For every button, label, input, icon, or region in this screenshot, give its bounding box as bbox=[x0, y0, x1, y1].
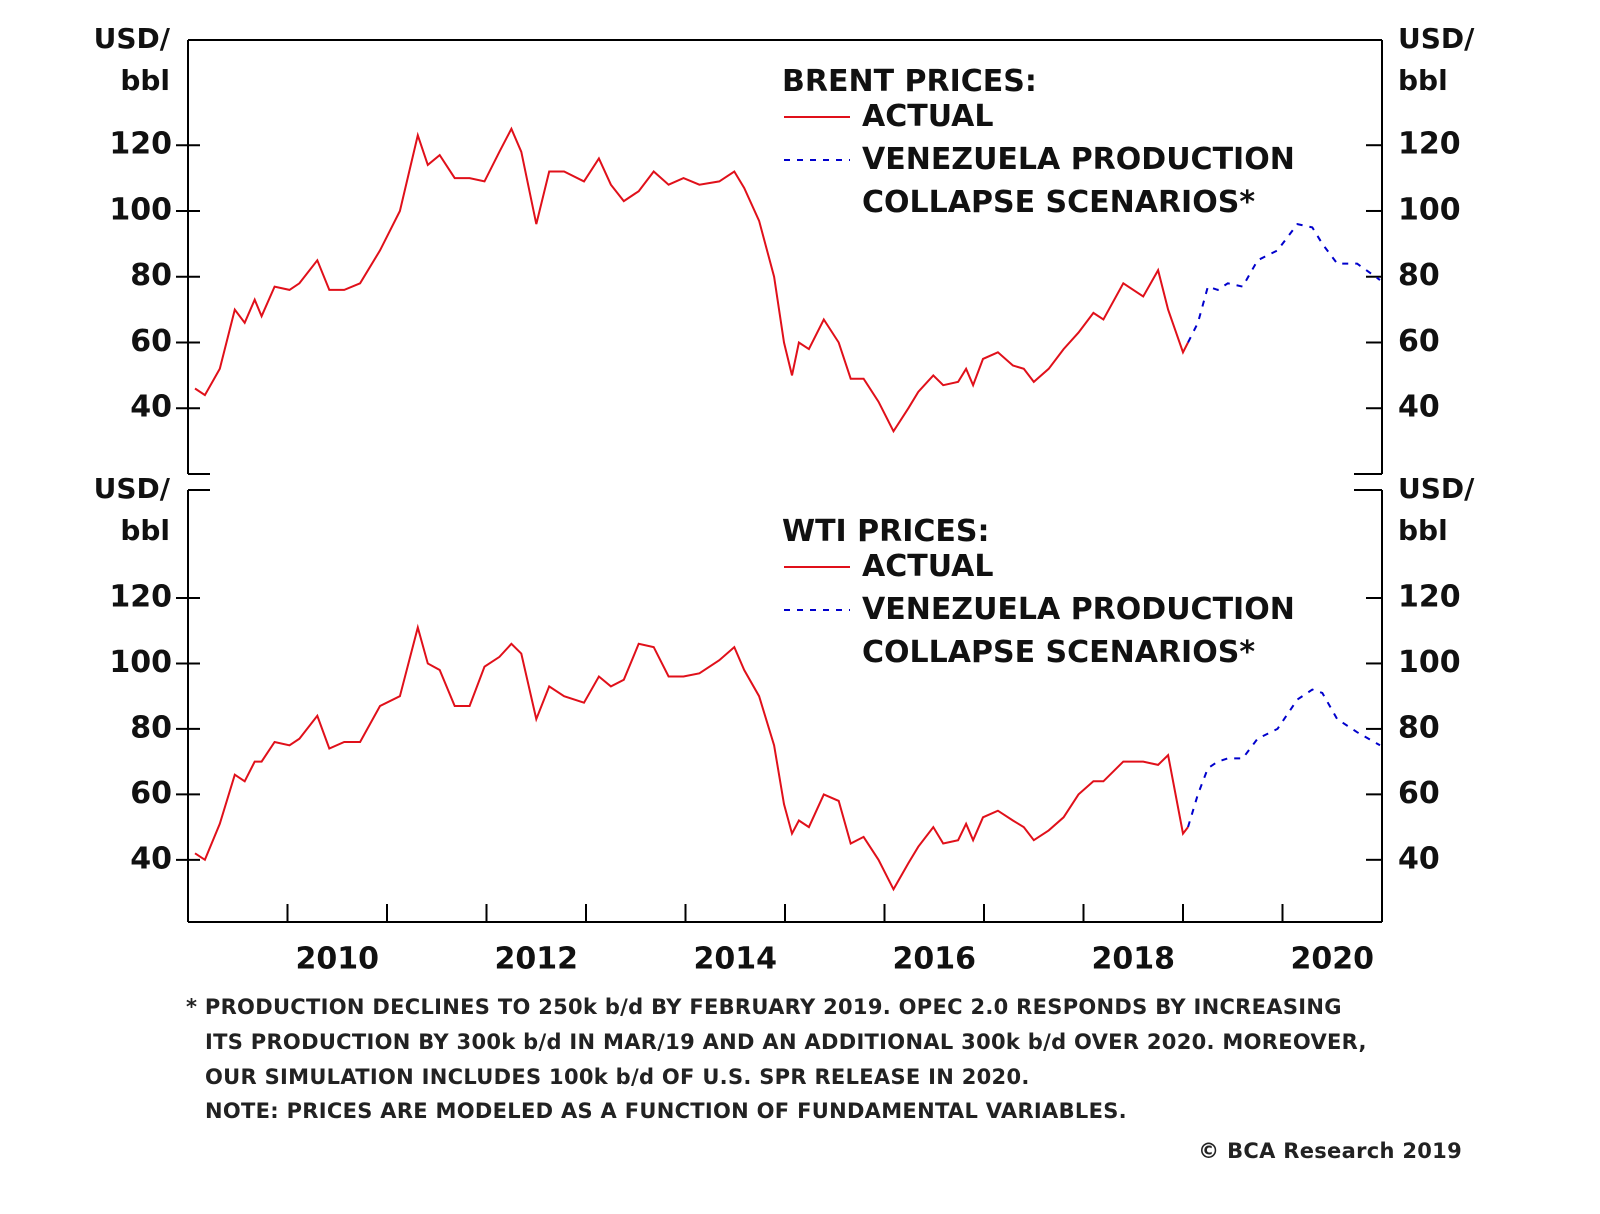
y2-tick-label: 80 bbox=[1398, 258, 1440, 293]
y-tick-label: 120 bbox=[109, 580, 172, 615]
y2-tick-label: 60 bbox=[1398, 776, 1440, 811]
y-tick-label: 80 bbox=[130, 710, 172, 745]
y-tick-label: 40 bbox=[130, 390, 172, 425]
y2-tick-label: 60 bbox=[1398, 324, 1440, 359]
y-axis-label: bbl bbox=[120, 514, 170, 547]
x-tick-label: 2012 bbox=[495, 942, 579, 977]
y-tick-label: 80 bbox=[130, 258, 172, 293]
source: © BCA Research 2019 bbox=[1198, 1139, 1462, 1163]
footnote: ITS PRODUCTION BY 300k b/d IN MAR/19 AND… bbox=[205, 1030, 1367, 1054]
chart-title: WTI PRICES: bbox=[782, 514, 990, 549]
line-series bbox=[1187, 222, 1381, 343]
y-tick-label: 40 bbox=[130, 841, 172, 876]
legend-label: ACTUAL bbox=[862, 99, 994, 134]
chart-title: BRENT PRICES: bbox=[782, 64, 1037, 99]
y-axis-label: bbl bbox=[120, 64, 170, 97]
y-tick-label: 60 bbox=[130, 324, 172, 359]
footnote: * PRODUCTION DECLINES TO 250k b/d BY FEB… bbox=[186, 995, 1342, 1019]
y2-tick-label: 120 bbox=[1398, 580, 1461, 615]
y2-axis-label: USD/ bbox=[1398, 472, 1475, 505]
y2-tick-label: 120 bbox=[1398, 127, 1461, 162]
y-tick-label: 100 bbox=[109, 192, 172, 227]
x-tick-label: 2018 bbox=[1092, 942, 1176, 977]
y-tick-label: 60 bbox=[130, 776, 172, 811]
line-series bbox=[194, 126, 1189, 434]
y-tick-label: 120 bbox=[109, 127, 172, 162]
y2-tick-label: 100 bbox=[1398, 645, 1461, 680]
y2-tick-label: 100 bbox=[1398, 192, 1461, 227]
y2-tick-label: 80 bbox=[1398, 710, 1440, 745]
legend-label: VENEZUELA PRODUCTION COLLAPSE SCENARIOS* bbox=[862, 142, 1295, 220]
y2-tick-label: 40 bbox=[1398, 390, 1440, 425]
footnote: NOTE: PRICES ARE MODELED AS A FUNCTION O… bbox=[205, 1099, 1127, 1123]
x-tick-label: 2014 bbox=[694, 942, 778, 977]
footnote: OUR SIMULATION INCLUDES 100k b/d OF U.S.… bbox=[205, 1065, 1030, 1089]
x-tick-label: 2020 bbox=[1291, 942, 1375, 977]
y2-axis-label: bbl bbox=[1398, 514, 1448, 547]
y2-axis-label: USD/ bbox=[1398, 22, 1475, 55]
line-series bbox=[194, 623, 1189, 892]
x-tick-label: 2010 bbox=[296, 942, 380, 977]
legend-label: VENEZUELA PRODUCTION COLLAPSE SCENARIOS* bbox=[862, 592, 1295, 670]
y2-tick-label: 40 bbox=[1398, 841, 1440, 876]
y2-axis-label: bbl bbox=[1398, 64, 1448, 97]
y-tick-label: 100 bbox=[109, 645, 172, 680]
legend-label: ACTUAL bbox=[862, 549, 994, 584]
x-tick-label: 2016 bbox=[893, 942, 977, 977]
y-axis-label: USD/ bbox=[94, 22, 171, 55]
line-series bbox=[1187, 688, 1381, 828]
y-axis-label: USD/ bbox=[94, 472, 171, 505]
